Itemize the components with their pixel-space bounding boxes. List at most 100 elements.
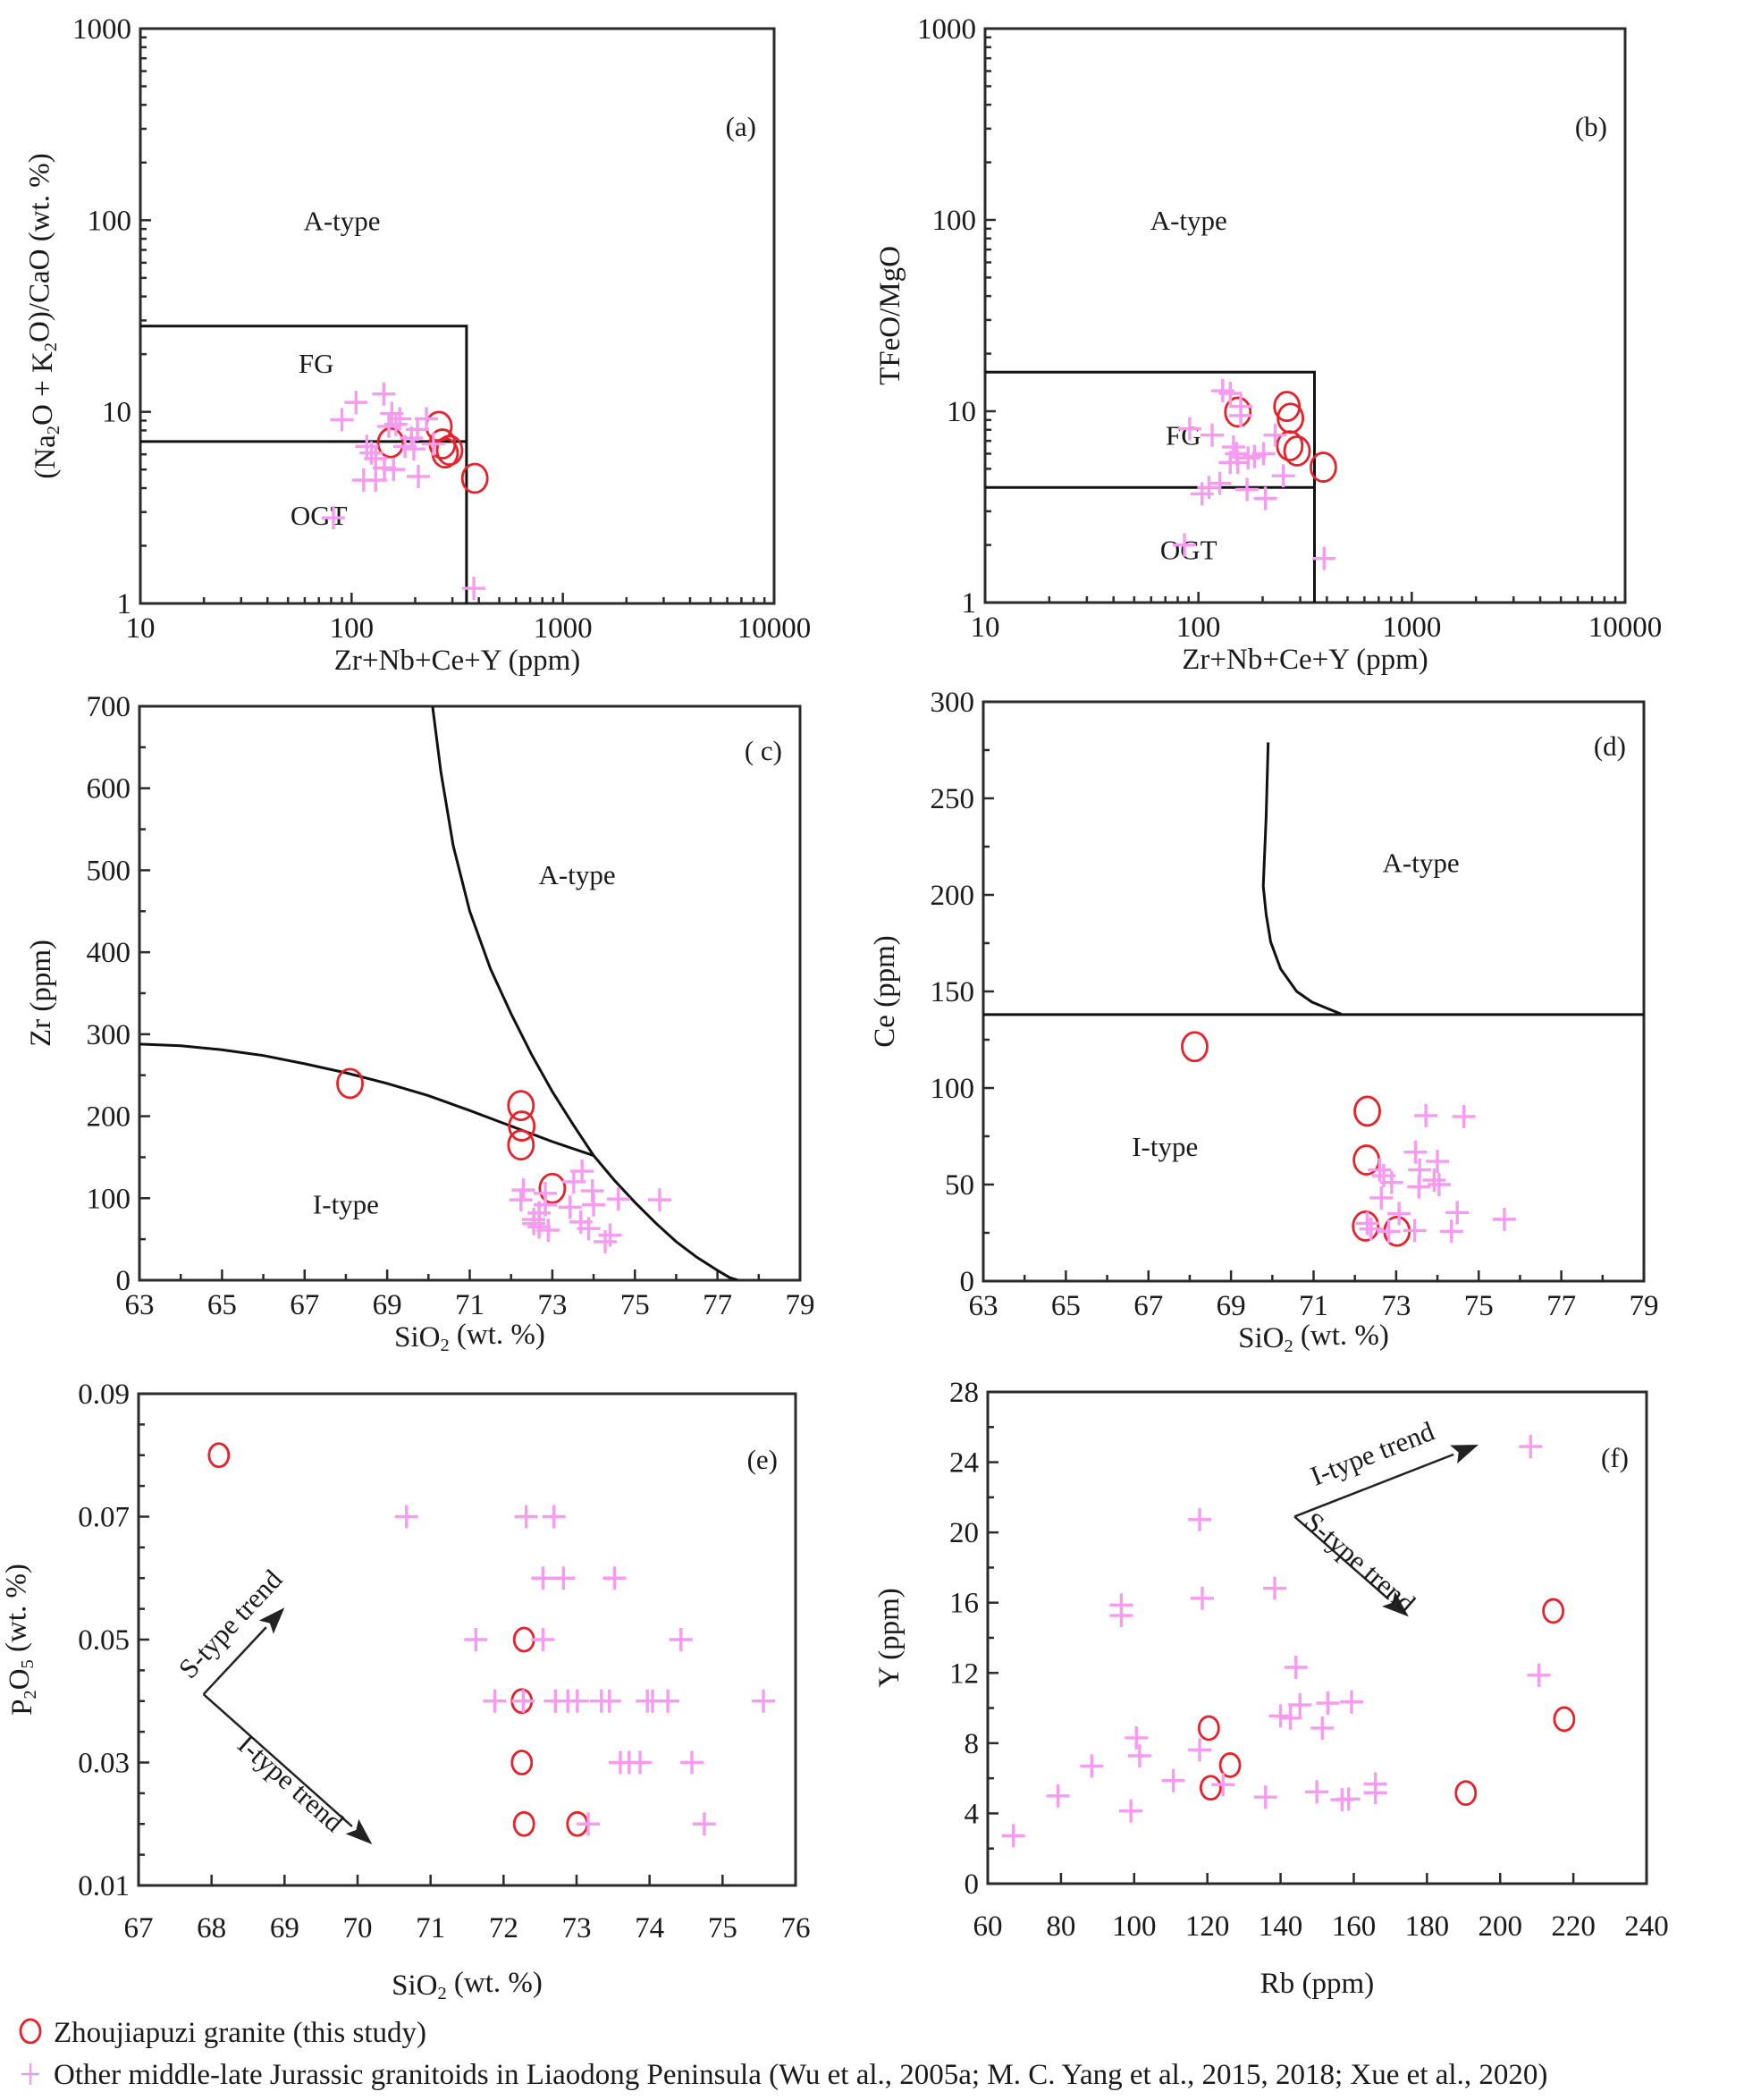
x-tick-label: 77 [1546,1290,1576,1322]
panel-label: (a) [726,111,756,142]
y-tick-label: 100 [932,205,977,237]
region-label: A-type [303,205,380,236]
data-point-cross [1173,533,1197,557]
y-tick-label: 10 [947,396,976,428]
data-point-circle [1454,1780,1478,1807]
boundary-fg-box [140,325,468,603]
data-point-cross [1177,417,1201,441]
data-point-cross [1316,1691,1340,1716]
data-point-cross [628,1750,653,1775]
x-tick-label: 76 [781,1912,811,1944]
y-tick-label: 0 [116,1265,131,1297]
data-point-cross [669,1628,693,1651]
series-zhoujiapuzi-granite [336,1067,567,1204]
data-point-cross [1188,1507,1212,1531]
data-point-cross [1001,1824,1025,1848]
y-tick-label: 8 [965,1728,980,1760]
y-tick-label: 150 [931,976,975,1008]
data-point-cross [511,1689,535,1713]
x-tick-label: 1000 [1382,611,1441,644]
data-point-circle [1197,1715,1220,1742]
data-point-circle [507,1090,535,1122]
data-point-cross [321,506,345,530]
x-tick-label: 67 [290,1289,319,1321]
data-point-cross [1208,471,1232,495]
x-axis: 10 100 1000 10000 [126,593,811,645]
x-axis-title: Zr+Nb+Ce+Y (ppm) [334,645,580,677]
x-tick-label: 200 [1478,1910,1522,1943]
y-tick-label: 50 [945,1169,974,1202]
y-axis: 0 4 8 12 16 20 24 28 [949,1377,998,1901]
data-point-circle [507,1129,535,1161]
data-point-cross [597,1689,621,1713]
x-tick-label: 100 [1112,1910,1157,1943]
data-point-circle [1309,451,1337,483]
data-point-cross [1452,1104,1476,1128]
data-point-cross [1339,1690,1363,1714]
data-point-circle [508,1110,536,1142]
data-point-cross [376,414,400,438]
data-point-circle [1181,1031,1209,1063]
region-label: I-type [313,1189,379,1220]
series-zhoujiapuzi-granite [1181,1031,1411,1247]
x-tick-label: 100 [1176,611,1221,644]
y-axis-title: Y (ppm) [873,1588,906,1688]
data-point-cross [394,1505,418,1529]
trend-label: I-type trend [232,1728,350,1838]
y-tick-label: 0.07 [78,1502,130,1534]
x-axis-title: SiO2 (wt. %) [1238,1320,1389,1356]
series-other-granitoids [394,1505,776,1836]
x-tick-label: 73 [562,1912,592,1944]
x-tick-label: 65 [207,1289,237,1321]
data-point-cross [1190,1586,1214,1610]
x-tick-label: 71 [416,1912,445,1944]
x-axis: 63 65 67 69 71 73 75 77 79 [125,1269,815,1321]
plot-frame [983,27,1627,604]
data-point-cross [1080,1754,1104,1778]
x-tick-label: 63 [125,1289,155,1321]
y-tick-label: 200 [87,1101,131,1134]
data-point-cross [1201,423,1225,447]
trend-arrow: S-type trend [173,1564,289,1696]
y-tick-label: 300 [87,1019,131,1051]
data-point-cross [1369,1185,1394,1210]
boundary-a-type-curve [1261,742,1342,1016]
data-point-cross [1263,1576,1287,1600]
panel-label: (f) [1601,1442,1629,1473]
y-tick-label: 24 [949,1447,979,1480]
data-point-cross [1263,423,1287,447]
data-point-circle [435,434,464,467]
data-point-cross [1218,382,1243,406]
x-tick-label: 69 [1217,1290,1246,1322]
y-axis: 0 100 200 300 400 500 600 700 [87,691,150,1297]
data-point-circle [1352,1210,1380,1242]
trend-arrow: S-type trend [1293,1505,1422,1619]
x-tick-label: 67 [1133,1290,1163,1322]
x-tick-label: 75 [708,1912,737,1944]
data-point-cross [1427,1173,1451,1196]
data-point-circle [538,1172,567,1204]
y-tick-label: 0.03 [78,1748,130,1780]
data-point-cross [1119,1799,1143,1823]
arrow-line [202,1693,353,1827]
y-axis: 0 50 100 150 200 250 300 [931,687,994,1298]
trend-label: I-type trend [1306,1415,1439,1492]
data-point-circle [1276,430,1304,462]
data-point-cross [1426,1150,1450,1174]
data-point-cross [522,1211,546,1236]
boundary-lines [139,706,739,1280]
data-point-cross [598,1223,622,1247]
data-point-cross [1229,403,1253,427]
region-label: I-type [1132,1131,1198,1162]
data-point-cross [552,1566,576,1590]
data-point-cross [401,437,425,461]
x-tick-label: 71 [1299,1290,1328,1322]
data-point-cross [656,1689,680,1713]
series-other-granitoids [321,382,486,601]
data-point-cross [752,1689,776,1713]
data-point-cross [359,441,383,465]
x-tick-label: 79 [786,1289,815,1321]
data-point-cross [606,1187,630,1211]
region-label: A-type [1150,205,1227,236]
